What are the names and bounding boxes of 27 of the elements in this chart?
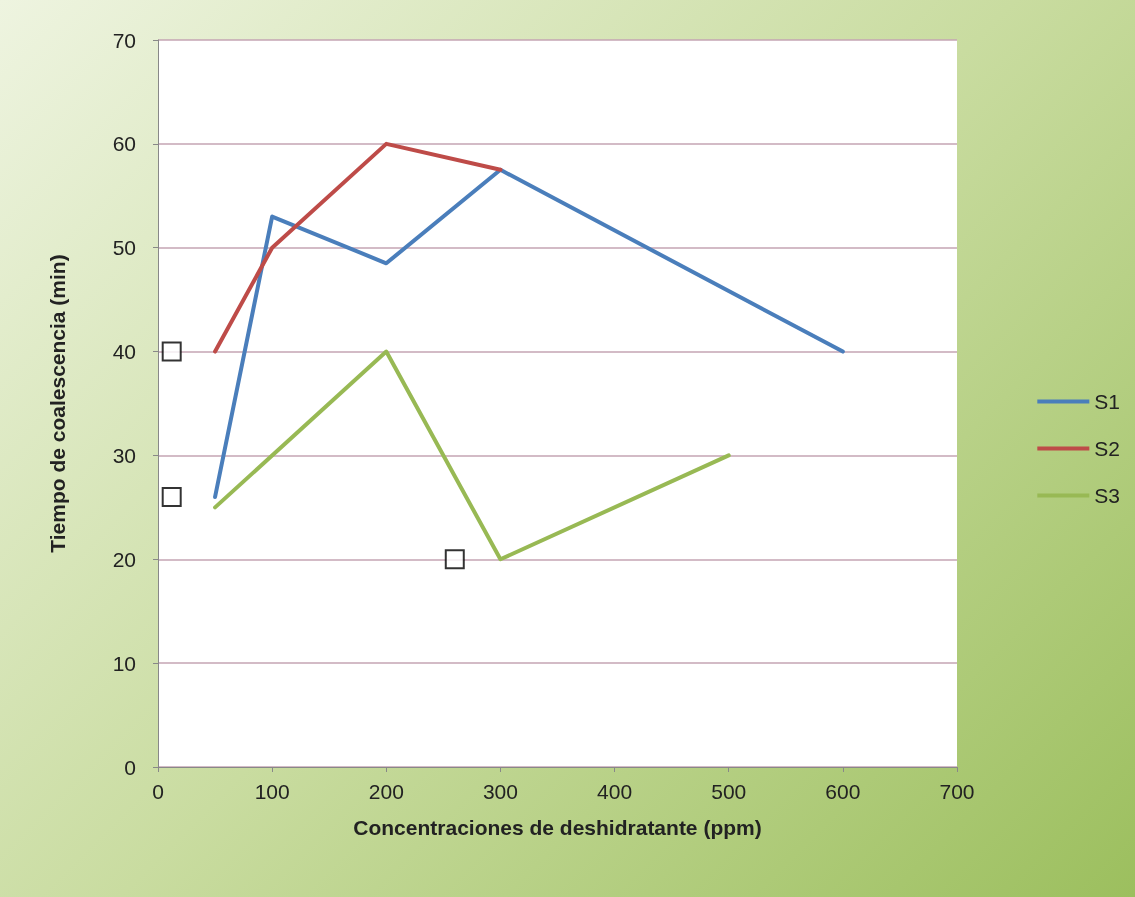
legend-label: S3 (1094, 484, 1120, 507)
point (161, 486, 182, 507)
y-tick-label: 20 (112, 547, 136, 571)
y-axis-title: Tiempo de coalescencia (min) (46, 254, 69, 553)
y-tick-label: 30 (112, 443, 136, 467)
y-tick-label: 10 (112, 651, 136, 675)
y-tick-label: 70 (112, 28, 136, 52)
x-tick-label: 500 (711, 780, 747, 803)
line-series (213, 349, 731, 562)
y-tick-label: 50 (112, 236, 136, 260)
line-series (213, 167, 845, 499)
point (444, 549, 465, 570)
legend-label: S1 (1094, 390, 1120, 413)
x-axis-title: Concentraciones de deshidratante (ppm) (353, 816, 762, 839)
x-tick-label: 700 (939, 780, 975, 803)
x-tick-label: 100 (254, 780, 290, 803)
x-tick-label: 300 (482, 780, 518, 803)
legend-label: S2 (1094, 437, 1120, 460)
x-tick-label: 600 (825, 780, 861, 803)
x-tick-label: 0 (152, 780, 164, 803)
x-tick-label: 400 (597, 780, 633, 803)
y-tick-label: 60 (112, 132, 136, 156)
x-tick-label: 200 (368, 780, 404, 803)
y-tick-label: 0 (124, 755, 136, 779)
point (161, 341, 182, 362)
y-tick-label: 40 (112, 340, 136, 364)
line-series (213, 141, 503, 354)
